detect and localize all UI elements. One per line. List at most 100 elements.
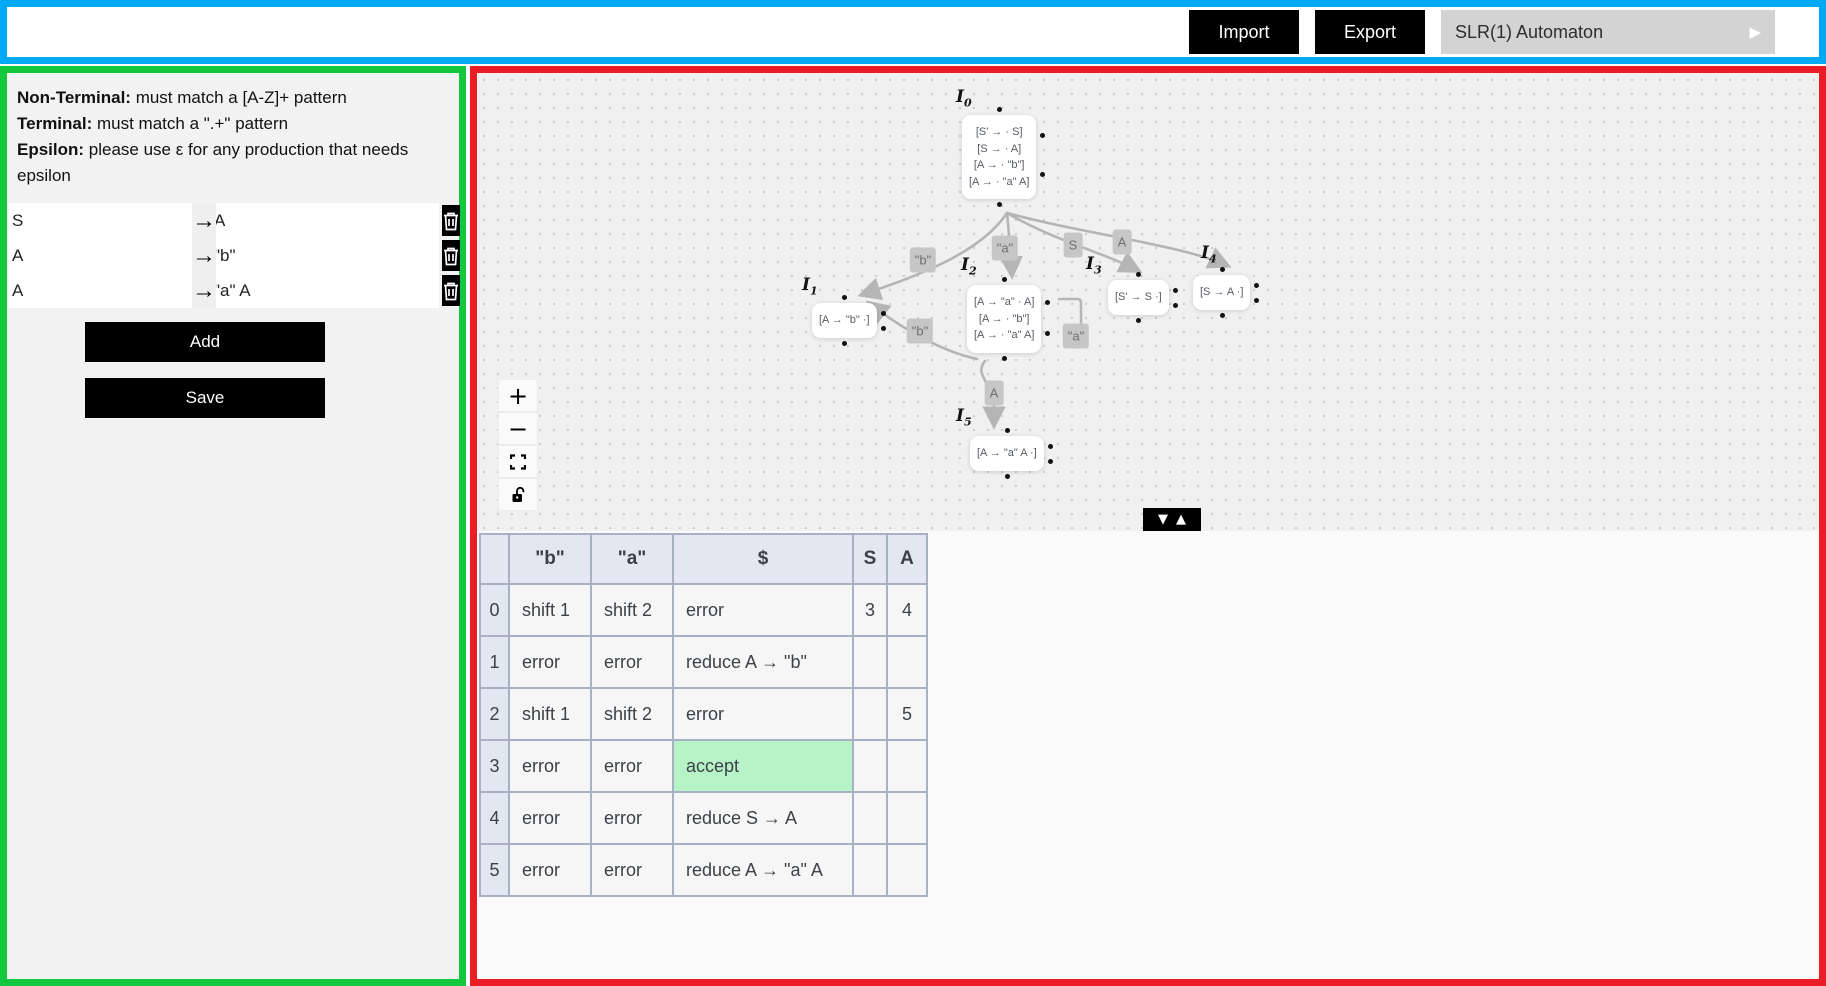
col-header-b: "b": [508, 533, 592, 585]
top-toolbar: Import Export SLR(1) Automaton ▶: [0, 0, 1826, 64]
connector-dot: [1040, 172, 1046, 178]
rule-row: →: [7, 273, 460, 308]
action-cell: error: [672, 687, 854, 741]
table-row: 1 error error reduce A → "b": [479, 635, 928, 689]
goto-cell: [886, 843, 928, 897]
action-cell: error: [508, 791, 592, 845]
canvas-zoom-controls: + −: [498, 379, 538, 511]
rule-lhs-input[interactable]: [8, 238, 192, 273]
connector-dot: [1254, 282, 1260, 288]
automaton-canvas[interactable]: I0 [S' → · S] [S → · A] [A → · "b"] [A →…: [477, 73, 1819, 531]
connector-dot: [1219, 267, 1225, 272]
slr-parse-table: "b" "a" $ S A 0 shift 1 shift 2 error 3 …: [479, 533, 928, 897]
action-cell: shift 2: [590, 687, 674, 741]
edge-label-S: S: [1063, 232, 1083, 258]
connector-dot: [880, 310, 886, 316]
action-cell: error: [590, 791, 674, 845]
fit-view-button[interactable]: [498, 445, 538, 478]
connector-dot: [1219, 312, 1225, 318]
state-I2[interactable]: I2 [A → "a" · A] [A → · "b"] [A → · "a" …: [961, 255, 1051, 361]
lock-open-icon: [512, 486, 524, 502]
fit-view-icon: [510, 453, 526, 470]
delete-rule-button[interactable]: [442, 240, 460, 271]
export-button[interactable]: Export: [1315, 10, 1425, 54]
state-index: 0: [479, 583, 510, 637]
accept-cell: accept: [672, 739, 854, 793]
triangle-down-icon: ▼: [1158, 512, 1168, 527]
connector-dot: [1040, 133, 1046, 139]
state-I1[interactable]: I1 [A → "b" ·]: [802, 275, 886, 346]
goto-cell: [852, 739, 888, 793]
action-cell: error: [590, 635, 674, 689]
edge-label-b: "b": [909, 247, 937, 273]
state-I4-items: [S → A ·]: [1193, 275, 1251, 310]
col-header-state: [479, 533, 510, 585]
connector-dot: [1002, 355, 1008, 361]
state-I4[interactable]: I4 [S → A ·]: [1193, 243, 1260, 318]
col-header-dollar: $: [672, 533, 854, 585]
triangle-up-icon: ▲: [1176, 512, 1186, 527]
table-row: 5 error error reduce A → "a" A: [479, 843, 928, 897]
action-cell: shift 1: [508, 583, 592, 637]
arrow-icon: →: [192, 203, 216, 238]
chevron-right-icon: ▶: [1749, 24, 1761, 41]
save-grammar-button[interactable]: Save: [85, 378, 325, 418]
zoom-out-button[interactable]: −: [498, 412, 538, 445]
state-I2-label: I2: [961, 255, 977, 278]
delete-rule-button[interactable]: [442, 205, 460, 236]
rule-lhs-input[interactable]: [8, 273, 192, 308]
rule-rhs-input[interactable]: [210, 273, 439, 308]
lock-toggle-button[interactable]: [498, 478, 538, 511]
goto-cell: [852, 843, 888, 897]
table-row: 0 shift 1 shift 2 error 3 4: [479, 583, 928, 637]
state-I5-items: [A → "a" A ·]: [970, 436, 1044, 471]
goto-cell: [886, 635, 928, 689]
rule-lhs-input[interactable]: [8, 203, 192, 238]
state-I1-label: I1: [802, 275, 818, 298]
table-collapse-toggle[interactable]: ▼ ▲: [1143, 508, 1201, 531]
connector-dot: [842, 295, 848, 300]
edge-label-a2: "a": [1062, 323, 1090, 349]
rule-rhs-input[interactable]: [210, 203, 439, 238]
plus-icon: +: [507, 381, 529, 410]
trash-icon: [444, 282, 458, 300]
edge-label-b2: "b": [906, 318, 934, 344]
delete-rule-button[interactable]: [442, 275, 460, 306]
state-index: 3: [479, 739, 510, 793]
goto-cell: 5: [886, 687, 928, 741]
trash-icon: [444, 247, 458, 265]
edge-label-A: A: [1112, 229, 1132, 255]
add-rule-button[interactable]: Add: [85, 322, 325, 362]
table-header-row: "b" "a" $ S A: [479, 533, 928, 585]
edge-label-a: "a": [991, 235, 1019, 261]
connector-dot: [1004, 428, 1010, 433]
import-button[interactable]: Import: [1189, 10, 1299, 54]
action-cell: error: [508, 739, 592, 793]
instruction-text: must match a ".+" pattern: [92, 114, 289, 133]
state-I0[interactable]: I0 [S' → · S] [S → · A] [A → · "b"] [A →…: [956, 87, 1046, 207]
action-cell: error: [590, 739, 674, 793]
connector-dot: [997, 107, 1003, 112]
action-cell: shift 1: [508, 687, 592, 741]
goto-cell: [852, 687, 888, 741]
state-I3[interactable]: I3 [S' → S ·]: [1086, 254, 1178, 323]
goto-cell: [852, 635, 888, 689]
rule-rhs-input[interactable]: [210, 238, 439, 273]
action-cell: reduce A → "b": [672, 635, 854, 689]
view-mode-dropdown[interactable]: SLR(1) Automaton ▶: [1441, 10, 1775, 54]
state-I3-items: [S' → S ·]: [1108, 280, 1169, 315]
state-index: 5: [479, 843, 510, 897]
zoom-in-button[interactable]: +: [498, 379, 538, 412]
action-cell: reduce S → A: [672, 791, 854, 845]
table-row: 4 error error reduce S → A: [479, 791, 928, 845]
state-I5[interactable]: I5 [A → "a" A ·]: [956, 406, 1053, 479]
connector-dot: [1254, 298, 1260, 304]
connector-dot: [1047, 459, 1053, 465]
production-rules-list: → →: [7, 203, 460, 308]
grammar-editor-panel: Non-Terminal: must match a [A-Z]+ patter…: [0, 66, 466, 986]
state-I2-items: [A → "a" · A] [A → · "b"] [A → · "a" A]: [967, 285, 1042, 353]
table-row: 2 shift 1 shift 2 error 5: [479, 687, 928, 741]
instruction-label: Non-Terminal:: [17, 88, 131, 107]
edge-label-A2: A: [984, 380, 1004, 406]
state-I0-items: [S' → · S] [S → · A] [A → · "b"] [A → · …: [962, 115, 1037, 199]
